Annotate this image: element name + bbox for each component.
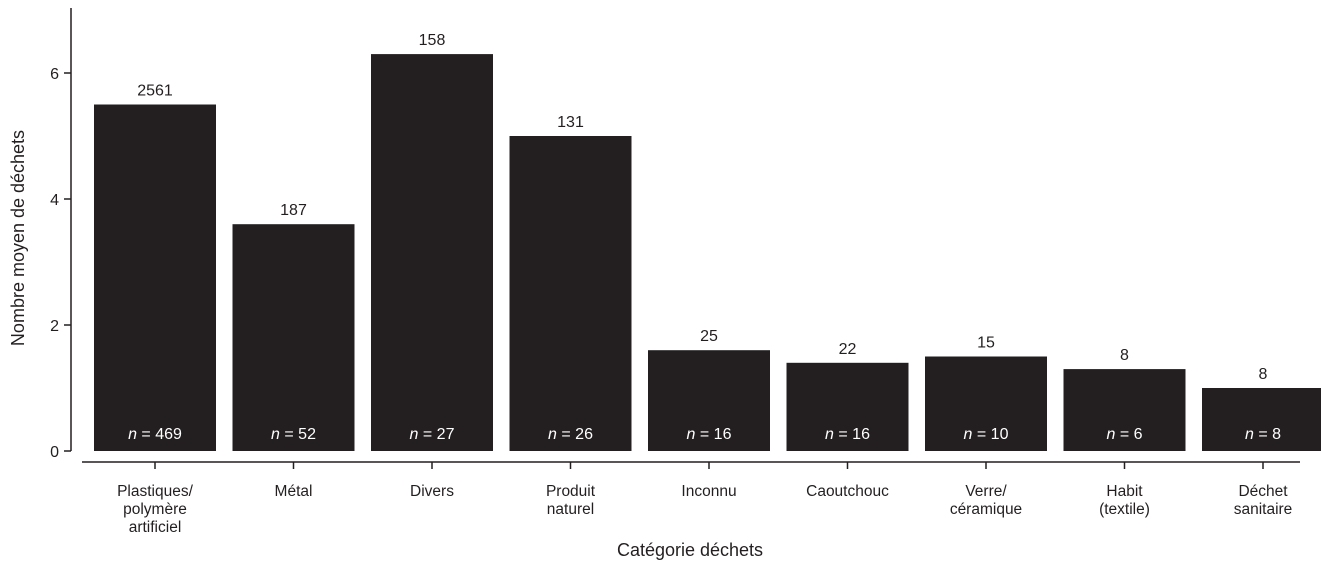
y-axis: 0 2 4 6 [50, 8, 72, 461]
bar [509, 136, 632, 451]
x-tick-label: Inconnu [681, 483, 736, 500]
bar [786, 362, 909, 451]
x-tick-label: Déchet sanitaire [1234, 483, 1293, 518]
bar-n-label: n = 16 [825, 426, 870, 443]
bar-n-label: n = 52 [271, 426, 316, 443]
x-tick-label: Produit naturel [546, 483, 596, 518]
x-tick-label: Caoutchouc [806, 483, 889, 500]
y-axis-title: Nombre moyen de déchets [8, 130, 28, 346]
bar [648, 350, 770, 451]
bar-n-label: n = 469 [128, 426, 182, 443]
y-ticks: 0 2 4 6 [50, 66, 71, 461]
bar-n-label: n = 6 [1106, 426, 1142, 443]
y-tick-label: 6 [50, 66, 59, 83]
x-axis-title: Catégorie déchets [617, 540, 763, 560]
bar [94, 104, 216, 451]
bar [232, 224, 355, 451]
bar-n-label: n = 26 [548, 426, 593, 443]
bar-n-label: n = 27 [410, 426, 455, 443]
bar-total-label: 158 [419, 32, 446, 49]
bar-total-label: 131 [557, 114, 584, 131]
x-tick-label: Verre/céramique [950, 483, 1022, 518]
x-tick-label: Plastiques/polymère artificiel [117, 483, 194, 536]
bar-n-label: n = 16 [687, 426, 732, 443]
y-tick-label: 4 [50, 192, 59, 209]
bar [1063, 369, 1186, 451]
bar-total-label: 187 [280, 202, 307, 219]
bar-total-label: 8 [1259, 366, 1268, 383]
bar-total-label: 8 [1120, 347, 1129, 364]
y-tick-label: 2 [50, 318, 59, 335]
x-axis: Plastiques/polymère artificiel Métal Divers… [82, 461, 1300, 536]
bar [925, 356, 1047, 451]
bar-total-label: 22 [839, 341, 857, 358]
bar-total-label: 15 [977, 335, 995, 352]
bar [371, 54, 493, 451]
bar-total-label: 25 [700, 328, 718, 345]
bar [1202, 388, 1321, 451]
x-tick-label: Métal [275, 483, 313, 500]
x-tick-label: Divers [410, 483, 454, 500]
bar-n-label: n = 10 [964, 426, 1009, 443]
y-tick-label: 0 [50, 444, 59, 461]
bar-n-label: n = 8 [1245, 426, 1281, 443]
x-tick-label: Habit (textile) [1099, 483, 1150, 518]
bar-total-label: 2561 [137, 83, 173, 100]
x-ticks: Plastiques/polymère artificiel Métal Divers… [117, 462, 1292, 536]
